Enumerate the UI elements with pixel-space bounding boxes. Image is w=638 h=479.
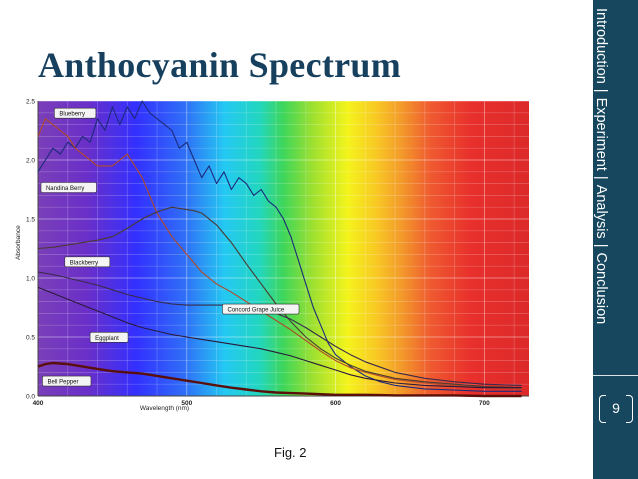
series-label-concord-grape-juice: Concord Grape Juice <box>222 303 300 315</box>
y-tick-label: 0.0 <box>26 394 35 401</box>
x-tick-label: 600 <box>330 400 341 407</box>
series-label-box <box>42 375 92 387</box>
series-line-eggplant <box>37 286 522 389</box>
series-label-box <box>54 107 97 119</box>
series-label-text: Nandina Berry <box>46 186 84 192</box>
series-line-blackberry <box>37 206 522 389</box>
nav-item-analysis[interactable]: Analysis <box>593 184 609 239</box>
y-tick-label: 1.0 <box>26 276 35 283</box>
nav-separator: | <box>593 88 609 93</box>
series-label-blackberry: Blackberry <box>64 256 111 268</box>
figure-caption: Fig. 2 <box>274 445 307 460</box>
page-number: 9 <box>612 400 620 416</box>
series-label-text: Blueberry <box>59 112 85 118</box>
sidebar-divider <box>593 375 638 376</box>
y-tick-label: 2.5 <box>26 99 35 106</box>
y-tick-label: 2.0 <box>26 158 35 165</box>
series-label-box <box>64 256 111 268</box>
nav-separator: | <box>593 175 609 180</box>
series-label-box <box>40 182 97 193</box>
series-label-eggplant: Eggplant <box>89 332 129 343</box>
series-label-blueberry: Blueberry <box>54 107 97 119</box>
absorbance-chart: 0.0 0.5 1.0 1.5 2.0 2.5 400 500 600 700 Wavelength… <box>14 93 559 423</box>
slide-title: Anthocyanin Spectrum <box>38 45 402 85</box>
spectrum-background <box>38 101 529 396</box>
y-axis-label: Absorbance <box>15 225 22 260</box>
series-label-box <box>222 303 300 315</box>
page-number-badge: 9 <box>599 393 633 425</box>
nav-item-introduction[interactable]: Introduction <box>593 8 609 84</box>
y-tick-label: 0.5 <box>26 335 35 342</box>
sidebar <box>593 0 638 479</box>
nav-item-experiment[interactable]: Experiment <box>593 97 609 171</box>
y-tick-label: 1.5 <box>26 217 35 224</box>
x-axis-label: Wavelength (nm) <box>140 405 189 412</box>
x-tick-label: 400 <box>33 400 44 407</box>
x-tick-label: 700 <box>479 400 490 407</box>
series-line-blueberry <box>37 100 522 392</box>
series-label-bell-pepper: Bell Pepper <box>42 375 92 387</box>
series-label-nandina-berry: Nandina Berry <box>40 182 97 193</box>
series-label-text: Concord Grape Juice <box>227 308 284 314</box>
series-line-nandina-berry <box>37 118 522 390</box>
series-line-bell-pepper <box>37 361 522 398</box>
series-label-text: Eggplant <box>95 336 119 342</box>
nav-separator: | <box>593 243 609 248</box>
series-label-box <box>89 332 129 343</box>
series-label-text: Bell Pepper <box>47 380 78 386</box>
nav-item-conclusion[interactable]: Conclusion <box>593 252 609 325</box>
series-label-text: Blackberry <box>70 260 98 266</box>
x-tick-label: 500 <box>181 400 192 407</box>
